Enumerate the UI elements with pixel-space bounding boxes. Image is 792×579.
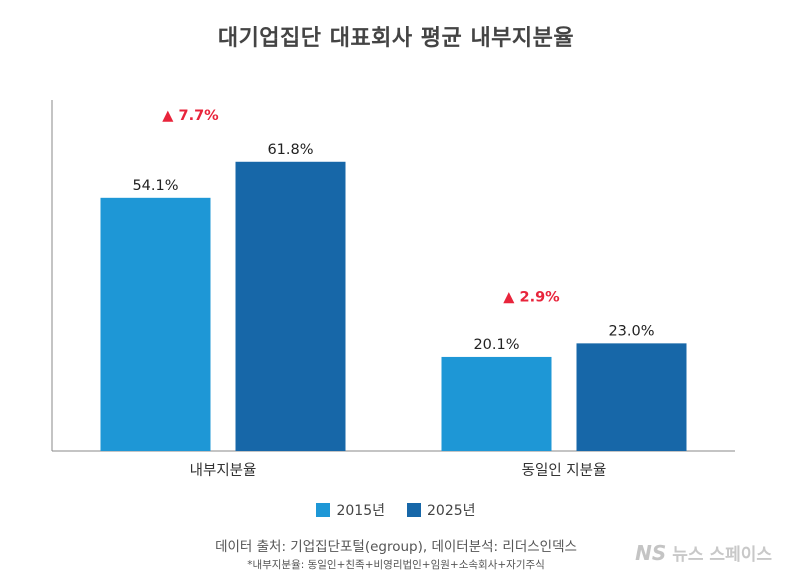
legend-label-2015: 2015년 xyxy=(336,503,385,519)
bar-2025-2 xyxy=(576,343,687,451)
bar-chart: 54.1% 61.8% ▲ 7.7% 내부지분율 20.1% 23.0% ▲ 2.9% 동일인… xyxy=(51,100,735,479)
bar-2015-2 xyxy=(441,356,552,451)
legend-item-2015: 2015년 xyxy=(316,500,385,520)
publisher-watermark: NS 뉴스 스페이스 xyxy=(635,540,772,566)
change-annotation-1: ▲ 7.7% xyxy=(162,108,219,124)
chart-title: 대기업집단 대표회사 평균 내부지분율 xyxy=(217,26,575,51)
data-source: 데이터 출처: 기업집단포털(egroup), 데이터분석: 리더스인덱스 xyxy=(215,539,577,555)
data-label-2025-2: 23.0% xyxy=(608,323,654,339)
publisher-logo: NS xyxy=(635,540,667,565)
change-annotation-2: ▲ 2.9% xyxy=(503,289,560,305)
legend-item-2025: 2025년 xyxy=(407,500,476,520)
bar-2025-1 xyxy=(235,161,346,451)
legend-swatch-2015 xyxy=(316,503,331,517)
legend: 2015년 2025년 xyxy=(0,500,792,520)
category-label-2: 동일인 지분율 xyxy=(522,462,607,479)
category-label-1: 내부지분율 xyxy=(190,462,257,479)
data-label-2025-1: 61.8% xyxy=(267,142,313,158)
footnote: *내부지분율: 동일인+친족+비영리법인+임원+소속회사+자기주식 xyxy=(247,559,545,571)
legend-swatch-2025 xyxy=(407,503,421,517)
publisher-name: 뉴스 스페이스 xyxy=(672,545,772,565)
data-label-2015-1: 54.1% xyxy=(132,178,178,194)
data-label-2015-2: 20.1% xyxy=(473,337,519,353)
bar-2015-1 xyxy=(100,197,211,451)
legend-label-2025: 2025년 xyxy=(427,503,476,519)
